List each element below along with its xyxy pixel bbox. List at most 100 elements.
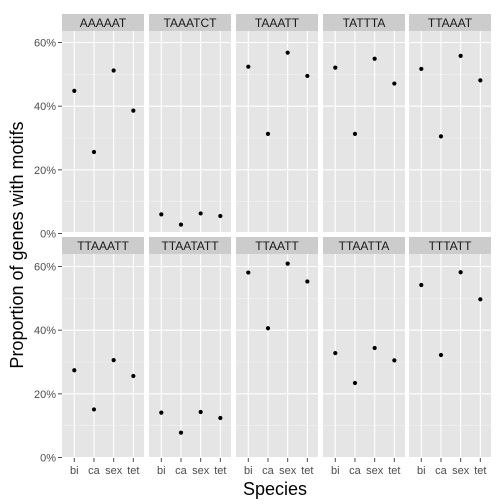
data-point-ca — [178, 222, 184, 227]
facet-panels: AAAAAT TAAATCT TAAATT TATTTA TTAAAT TTAAATT TT… — [62, 14, 491, 459]
facet-panel-taaatct: TAAATCT — [149, 14, 231, 235]
data-point-ca — [91, 407, 97, 412]
x-tick-label: sex — [452, 465, 470, 477]
data-point-ca — [178, 430, 184, 435]
x-tick-label: tet — [301, 465, 313, 477]
data-point-tet — [305, 279, 310, 284]
x-tick-label: tet — [388, 465, 400, 477]
y-tick-label: 20% — [34, 389, 56, 401]
data-point-tet — [478, 78, 483, 83]
y-tick-label: 0% — [40, 453, 56, 465]
data-point-sex — [285, 261, 290, 266]
x-tick-label: sex — [279, 465, 297, 477]
data-point-bi — [72, 368, 77, 373]
data-point-tet — [392, 81, 397, 86]
data-point-tet — [218, 415, 223, 421]
facet-label: TATTTA — [343, 16, 386, 30]
x-tick-label: ca — [435, 465, 448, 477]
facet-panel-aaaaat: AAAAAT — [62, 14, 144, 235]
panel-background — [409, 254, 491, 458]
panel-background — [236, 254, 318, 458]
x-tick-label: bi — [244, 465, 253, 477]
data-point-tet — [131, 108, 136, 113]
facet-panel-ttaatatt: TTAATATT — [149, 237, 231, 459]
facet-label: TTAAATT — [77, 239, 129, 253]
data-point-bi — [419, 282, 424, 288]
data-point-tet — [305, 73, 310, 79]
facet-strip — [149, 237, 231, 254]
data-point-sex — [372, 345, 377, 351]
y-axis: 0% 20% 40% 60% 0% 20% 40% 60% — [34, 38, 62, 465]
facet-strip — [62, 14, 144, 31]
x-tick-label: ca — [349, 465, 362, 477]
data-point-sex — [111, 68, 116, 73]
data-point-ca — [438, 352, 444, 358]
data-point-ca — [265, 131, 271, 136]
data-point-tet — [218, 213, 223, 219]
facet-panel-ttaatta: TTAATTA — [323, 237, 405, 459]
x-tick-label: bi — [331, 465, 340, 477]
panel-background — [149, 31, 231, 232]
facet-panel-ttaatt: TTAATT — [236, 237, 318, 459]
data-point-tet — [392, 358, 397, 363]
facet-strip — [409, 237, 491, 254]
x-tick-label: ca — [262, 465, 275, 477]
facet-strip — [323, 14, 405, 31]
facet-panel-tttatt: TTTATT — [409, 237, 491, 459]
panel-background — [236, 31, 318, 232]
data-point-ca — [352, 380, 358, 386]
y-tick-label: 60% — [34, 262, 56, 274]
x-tick-label: bi — [157, 465, 166, 477]
data-point-ca — [265, 326, 271, 331]
data-point-bi — [419, 66, 424, 72]
facet-label: AAAAAT — [80, 16, 127, 30]
facet-strip — [236, 14, 318, 31]
panel-background — [62, 31, 144, 232]
panel-background — [323, 254, 405, 458]
x-tick-label: sex — [192, 465, 210, 477]
x-axis: bi ca sex tet bi ca sex tet bi ca sex tet bi ca sex tet… — [70, 458, 486, 477]
facet-strip — [236, 237, 318, 254]
data-point-sex — [285, 50, 290, 55]
facet-label: TAAATT — [255, 16, 300, 30]
x-tick-label: sex — [105, 465, 123, 477]
data-point-sex — [372, 56, 377, 61]
facet-label: TTTATT — [429, 239, 473, 253]
y-tick-label: 40% — [34, 325, 56, 337]
data-point-sex — [458, 53, 463, 58]
x-tick-label: tet — [474, 465, 486, 477]
data-point-bi — [72, 88, 77, 93]
data-point-tet — [478, 297, 483, 302]
x-tick-label: bi — [417, 465, 426, 477]
data-point-bi — [159, 410, 164, 415]
data-point-tet — [131, 373, 136, 379]
y-tick-label: 60% — [34, 38, 56, 50]
facet-strip — [323, 237, 405, 254]
y-tick-label: 20% — [34, 165, 56, 177]
panel-background — [409, 31, 491, 232]
x-tick-label: sex — [366, 465, 384, 477]
data-point-sex — [458, 270, 463, 275]
data-point-ca — [352, 131, 358, 136]
data-point-sex — [198, 211, 203, 216]
data-point-bi — [246, 64, 251, 69]
facet-strip — [409, 14, 491, 31]
data-point-bi — [246, 270, 251, 275]
data-point-ca — [91, 149, 97, 155]
facet-label: TTAATT — [255, 239, 299, 253]
data-point-sex — [111, 357, 116, 363]
y-axis-title: Proportion of genes with motifs — [7, 121, 27, 368]
data-point-bi — [159, 212, 164, 217]
panel-background — [62, 254, 144, 458]
y-tick-label: 0% — [40, 229, 56, 241]
facet-label: TTAATATT — [161, 239, 219, 253]
x-tick-label: ca — [88, 465, 101, 477]
x-axis-title: Species — [243, 479, 307, 499]
data-point-ca — [438, 134, 444, 139]
facet-strip — [62, 237, 144, 254]
x-tick-label: bi — [70, 465, 79, 477]
x-tick-label: ca — [175, 465, 188, 477]
panel-background — [149, 254, 231, 458]
data-point-sex — [198, 409, 203, 415]
